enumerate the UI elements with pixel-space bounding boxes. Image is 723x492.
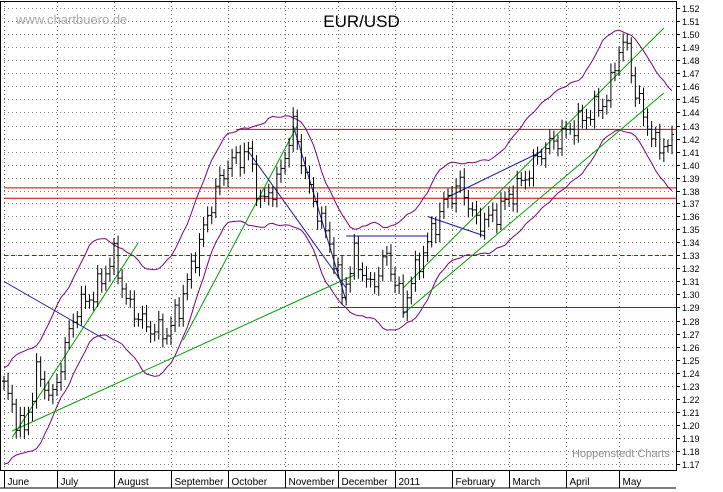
y-tick-label: 1.26	[682, 343, 700, 353]
y-tick-label: 1.45	[682, 95, 700, 105]
trend-line-blue	[247, 151, 347, 289]
y-tick-label: 1.40	[682, 161, 700, 171]
y-tick-label: 1.17	[682, 460, 700, 470]
y-tick-label: 1.37	[682, 199, 700, 209]
y-tick-label: 1.21	[682, 408, 700, 418]
y-tick-label: 1.43	[682, 122, 700, 132]
y-tick-label: 1.41	[682, 148, 700, 158]
trend-line-green	[402, 92, 665, 315]
y-tick-label: 1.27	[682, 330, 700, 340]
y-tick-label: 1.52	[682, 4, 700, 14]
x-tick-label: July	[61, 477, 79, 488]
y-tick-label: 1.49	[682, 43, 700, 53]
y-tick-label: 1.24	[682, 369, 700, 379]
y-tick-label: 1.48	[682, 56, 700, 66]
y-tick-label: 1.30	[682, 290, 700, 300]
trend-line-green	[11, 242, 139, 438]
bollinger-upper	[3, 29, 673, 369]
trend-line-blue	[447, 151, 542, 198]
x-tick-label: August	[118, 477, 149, 488]
y-tick-label: 1.22	[682, 395, 700, 405]
y-tick-label: 1.47	[682, 69, 700, 79]
y-tick-label: 1.36	[682, 212, 700, 222]
x-tick-label: April	[570, 477, 590, 488]
chart-title: EUR/USD	[323, 12, 400, 31]
y-tick-label: 1.23	[682, 382, 700, 392]
x-tick-label: February	[456, 477, 496, 488]
y-tick-label: 1.35	[682, 225, 700, 235]
y-tick-label: 1.32	[682, 264, 700, 274]
y-tick-label: 1.34	[682, 238, 700, 248]
x-tick-label: June	[8, 477, 30, 488]
trend-line-green	[182, 125, 298, 341]
y-tick-label: 1.44	[682, 108, 700, 118]
plot-frame	[0, 1, 677, 471]
y-tick-label: 1.28	[682, 317, 700, 327]
chart-credit: Hoppenstedt Charts	[572, 448, 670, 460]
y-tick-label: 1.38	[682, 187, 700, 197]
y-tick-label: 1.39	[682, 174, 700, 184]
support-resistance-lines	[4, 128, 676, 308]
x-tick-label: October	[232, 477, 268, 488]
y-tick-label: 1.31	[682, 277, 700, 287]
y-tick-label: 1.50	[682, 30, 700, 40]
chart-axes: 1.17 1.18 1.19 1.20 1.21 1.22 1.23 1.24 1.25 1.26…	[0, 1, 700, 489]
y-tick-label: 1.51	[682, 17, 700, 27]
bollinger-lower	[3, 129, 673, 465]
x-tick-label: November	[289, 477, 336, 488]
bollinger-bands	[3, 29, 673, 465]
x-tick-label: 2011	[399, 477, 421, 488]
y-tick-label: 1.18	[682, 447, 700, 457]
x-tick-label: September	[175, 477, 225, 488]
y-tick-label: 1.33	[682, 251, 700, 261]
trend-line-blue	[427, 216, 485, 237]
y-tick-label: 1.20	[682, 421, 700, 431]
trend-line-green	[11, 274, 355, 432]
chart-grid	[0, 2, 676, 470]
trend-line-blue	[292, 125, 347, 302]
y-tick-label: 1.19	[682, 434, 700, 444]
x-tick-label: December	[342, 477, 389, 488]
x-tick-label: March	[513, 477, 541, 488]
chart-watermark: www.chartbuero.de	[16, 12, 128, 27]
y-tick-label: 1.25	[682, 356, 700, 366]
x-tick-label: May	[623, 477, 642, 488]
trend-line-blue	[3, 281, 107, 341]
y-tick-label: 1.29	[682, 303, 700, 313]
price-bars	[2, 33, 674, 439]
trend-lines	[3, 27, 665, 438]
y-tick-label: 1.46	[682, 82, 700, 92]
y-tick-label: 1.42	[682, 135, 700, 145]
